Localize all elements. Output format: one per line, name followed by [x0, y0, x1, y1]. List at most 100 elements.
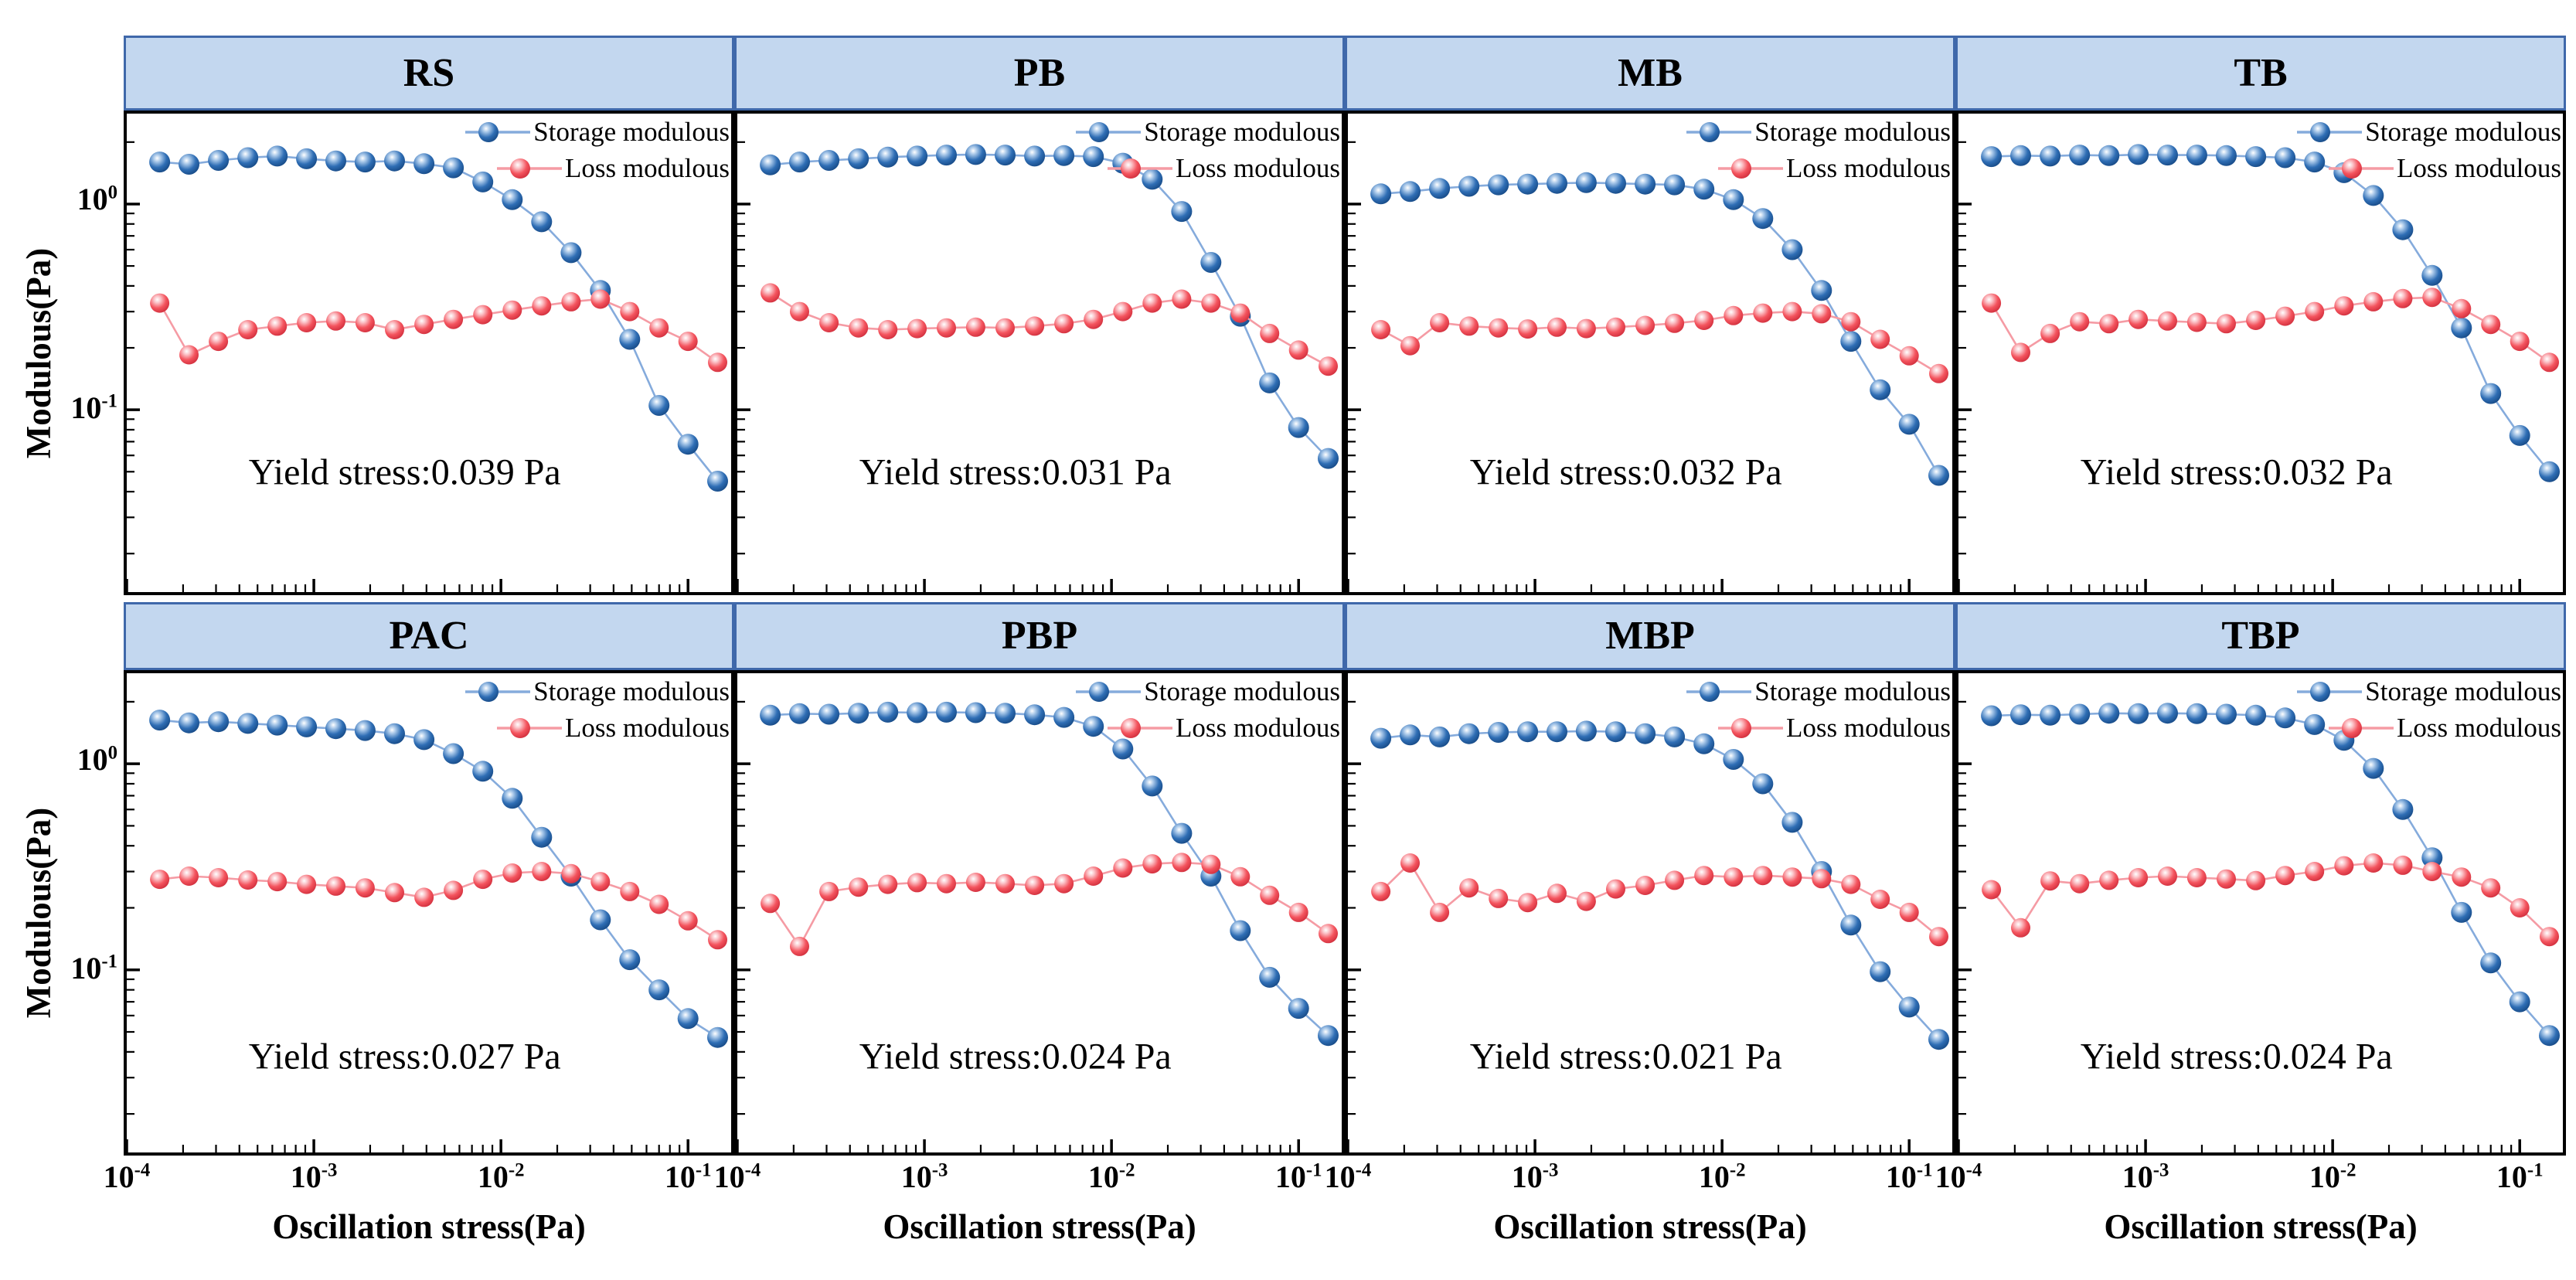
yield-stress-label: Yield stress:0.024 Pa	[2080, 1036, 2393, 1077]
storage-series-marker-icon	[2297, 681, 2363, 702]
x-axis: 10-4 10-3 10-2 10-1 Oscillation stress(Pa)	[714, 1156, 1345, 1280]
plot-area: Storage modulous Loss modulous Yield str…	[124, 111, 734, 595]
legend: Storage modulous Loss modulous	[1685, 673, 1951, 746]
legend-swatch-ball	[1731, 158, 1752, 179]
x-tick-label: 10-1	[664, 1159, 712, 1194]
storage-series-marker-icon	[1686, 121, 1752, 142]
chart-svg	[737, 700, 1339, 1152]
storage-series-marker-icon	[1076, 121, 1142, 142]
loss-series-markers	[150, 289, 727, 373]
loss-series-markers	[1982, 288, 2559, 373]
x-ticks	[1958, 579, 2521, 592]
storage-series-marker-icon	[465, 681, 531, 702]
legend-entry-storage: Storage modulous	[1685, 114, 1951, 150]
y-ticks	[1958, 700, 1972, 1115]
loss-series-markers	[1371, 853, 1948, 947]
x-tick-label: 10-4	[1935, 1159, 1982, 1194]
legend-swatch-ball	[2342, 717, 2363, 738]
panel-title: TB	[2234, 50, 2288, 95]
x-axis-label: Oscillation stress(Pa)	[272, 1207, 586, 1246]
panel-header: PAC	[124, 602, 734, 670]
panel-title: PAC	[389, 614, 469, 658]
yield-stress-label: Yield stress:0.032 Pa	[2080, 451, 2393, 493]
panel-rs: RS Storage modulous Loss modulous Yield …	[124, 36, 734, 595]
legend-swatch-ball	[1089, 121, 1110, 142]
y-ticks	[127, 700, 140, 1115]
chart-svg	[1958, 141, 2560, 592]
legend-swatch-ball	[1121, 717, 1142, 738]
loss-series-markers	[761, 283, 1338, 376]
legend-entry-storage: Storage modulous	[1685, 673, 1951, 710]
storage-series-marker-icon	[1686, 681, 1752, 702]
yield-stress-label: Yield stress:0.024 Pa	[859, 1036, 1172, 1077]
legend-label: Loss modulous	[1176, 713, 1340, 743]
x-axis: 10-4 10-3 10-2 10-1 Oscillation stress(Pa)	[1325, 1156, 1955, 1280]
legend-label: Storage modulous	[1754, 117, 1951, 147]
legend: Storage modulous Loss modulous	[1074, 673, 1340, 746]
storage-series-marker-icon	[465, 121, 531, 142]
legend-entry-loss: Loss modulous	[464, 150, 730, 186]
x-tick-label: 10-2	[2309, 1159, 2357, 1194]
legend: Storage modulous Loss modulous	[1074, 114, 1340, 186]
x-tick-label: 10-3	[290, 1159, 338, 1194]
panel-mb: MB Storage modulous Loss modulous Yield …	[1345, 36, 1955, 595]
legend-entry-loss: Loss modulous	[464, 710, 730, 746]
loss-series-marker-icon	[497, 717, 563, 738]
yield-stress-label: Yield stress:0.021 Pa	[1469, 1036, 1782, 1077]
x-ticks	[127, 579, 689, 592]
legend-label: Loss modulous	[565, 713, 730, 743]
legend: Storage modulous Loss modulous	[464, 114, 730, 186]
x-tick-label: 10-4	[1324, 1159, 1372, 1194]
legend-label: Loss modulous	[1786, 713, 1951, 743]
loss-series-marker-icon	[497, 158, 563, 179]
legend-label: Loss modulous	[1786, 153, 1951, 183]
legend-entry-storage: Storage modulous	[464, 114, 730, 150]
y-ticks	[1348, 700, 1361, 1115]
x-ticks	[1348, 579, 1911, 592]
legend-swatch-ball	[478, 121, 499, 142]
panel-header: PBP	[734, 602, 1345, 670]
y-ticks	[1348, 141, 1361, 555]
y-ticks	[1958, 141, 1972, 555]
legend-swatch-ball	[1089, 681, 1110, 702]
panel-pac: PAC Storage modulous Loss modulous Yield…	[104, 602, 734, 1280]
chart-svg	[1348, 700, 1949, 1152]
loss-series-marker-icon	[1718, 158, 1784, 179]
x-tick-label: 10-3	[900, 1159, 948, 1194]
legend: Storage modulous Loss modulous	[1685, 114, 1951, 186]
panel-mbp: MBP Storage modulous Loss modulous Yield…	[1325, 602, 1955, 1280]
legend-swatch-ball	[1731, 717, 1752, 738]
loss-series-marker-icon	[1718, 717, 1784, 738]
legend-label: Loss modulous	[1176, 153, 1340, 183]
legend: Storage modulous Loss modulous	[2295, 114, 2561, 186]
legend-label: Storage modulous	[1754, 676, 1951, 706]
legend-label: Storage modulous	[2365, 117, 2561, 147]
storage-series-markers	[1981, 144, 2560, 482]
panel-pb: PB Storage modulous Loss modulous Yield …	[734, 36, 1345, 595]
panel-header: TBP	[1955, 602, 2566, 670]
x-tick-label: 10-1	[2496, 1159, 2544, 1194]
chart-svg	[1958, 700, 2560, 1152]
panel-header: TB	[1955, 36, 2566, 111]
storage-series-markers	[1370, 720, 1949, 1050]
legend-swatch-ball	[1700, 681, 1720, 702]
x-tick-label: 10-2	[1087, 1159, 1135, 1194]
storage-series-markers	[760, 144, 1339, 469]
legend-entry-storage: Storage modulous	[464, 673, 730, 710]
x-axis: 10-4 10-3 10-2 10-1 Oscillation stress(Pa)	[104, 1156, 734, 1280]
x-axis-label: Oscillation stress(Pa)	[1493, 1207, 1807, 1246]
legend: Storage modulous Loss modulous	[2295, 673, 2561, 746]
panel-header: PB	[734, 36, 1345, 111]
panel-header: RS	[124, 36, 734, 111]
panel-header: MBP	[1345, 602, 1955, 670]
x-axis-label: Oscillation stress(Pa)	[2104, 1207, 2418, 1246]
plot-area: Storage modulous Loss modulous Yield str…	[734, 670, 1345, 1156]
x-tick-label: 10-4	[713, 1159, 761, 1194]
storage-series-markers	[149, 145, 728, 492]
legend-swatch-ball	[1700, 121, 1720, 142]
y-axis-label: Modulous(Pa)	[19, 807, 58, 1019]
y-ticks	[127, 141, 140, 555]
yield-stress-label: Yield stress:0.031 Pa	[859, 451, 1172, 493]
legend-label: Loss modulous	[565, 153, 730, 183]
